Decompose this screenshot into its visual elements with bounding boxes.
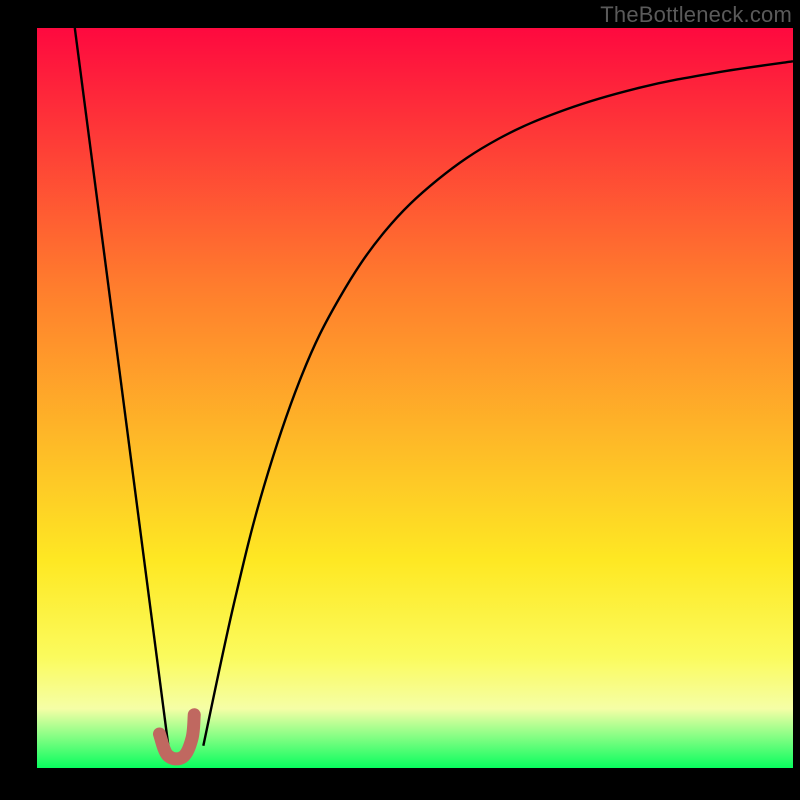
chart-container: TheBottleneck.com <box>0 0 800 800</box>
watermark-text: TheBottleneck.com <box>600 2 792 28</box>
plot-background <box>37 28 793 768</box>
chart-svg <box>0 0 800 800</box>
